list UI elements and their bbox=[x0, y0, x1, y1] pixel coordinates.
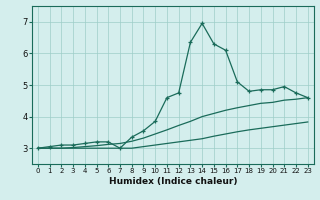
X-axis label: Humidex (Indice chaleur): Humidex (Indice chaleur) bbox=[108, 177, 237, 186]
